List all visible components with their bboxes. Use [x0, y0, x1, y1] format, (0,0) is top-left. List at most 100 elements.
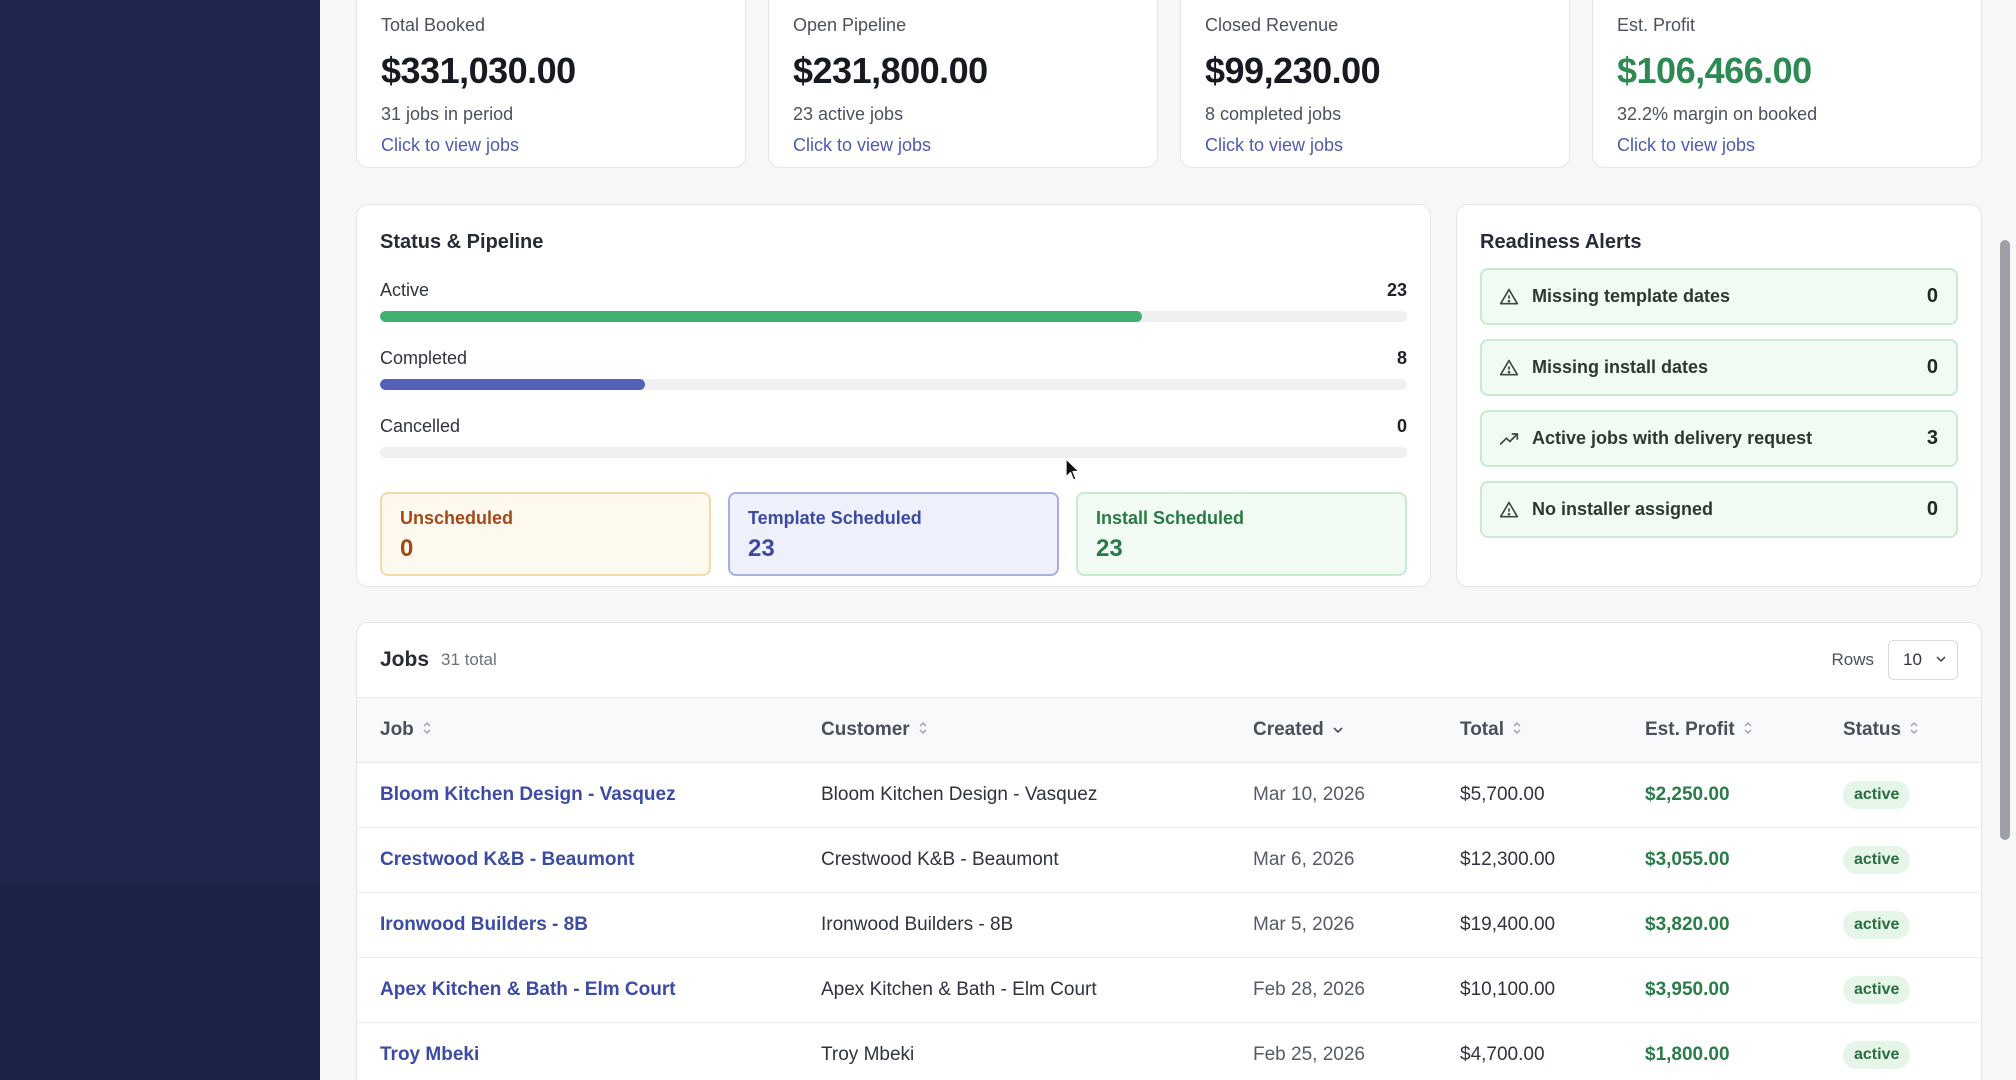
kpi-card-total-booked[interactable]: Total Booked $331,030.00 31 jobs in peri… — [356, 0, 746, 168]
bar-count: 0 — [1396, 416, 1407, 436]
scrollbar[interactable] — [1990, 0, 2016, 1080]
kpi-value: $231,800.00 — [793, 50, 988, 91]
created-cell: Feb 28, 2026 — [1253, 978, 1365, 1000]
alert-count: 0 — [1926, 498, 1938, 520]
sort-desc-icon — [1332, 719, 1344, 741]
tile-value: 23 — [748, 535, 775, 562]
job-link[interactable]: Troy Mbeki — [380, 1043, 480, 1065]
rows-per-page-select[interactable]: 10 — [1888, 640, 1958, 680]
status-badge: active — [1843, 1040, 1911, 1069]
total-cell: $5,700.00 — [1460, 783, 1545, 805]
sort-icon — [1909, 719, 1919, 741]
kpi-subtext: 32.2% margin on booked — [1617, 104, 1818, 124]
rows-label: Rows — [1831, 650, 1874, 669]
column-header-est-profit[interactable]: Est. Profit — [1622, 698, 1820, 762]
column-header-total[interactable]: Total — [1437, 698, 1622, 762]
trending-up-icon — [1498, 428, 1520, 450]
section-title: Readiness Alerts — [1480, 231, 1642, 253]
scheduling-summary: Unscheduled 0 Template Scheduled 23 Inst… — [380, 492, 1407, 576]
kpi-subtext: 31 jobs in period — [381, 104, 514, 124]
job-link[interactable]: Crestwood K&B - Beaumont — [380, 848, 635, 870]
status-cell: active — [1820, 892, 1981, 957]
rows-value: 10 — [1903, 650, 1922, 669]
job-link[interactable]: Bloom Kitchen Design - Vasquez — [380, 783, 676, 805]
chevron-down-icon — [1935, 650, 1947, 670]
profit-cell: $2,250.00 — [1645, 783, 1730, 805]
tile-value: 0 — [400, 535, 414, 562]
jobs-table: Job Customer Created Total Est. Profit S… — [357, 698, 1981, 1080]
template-scheduled-tile[interactable]: Template Scheduled 23 — [728, 492, 1059, 576]
status-cell: active — [1820, 1022, 1981, 1080]
alert-missing-install-dates[interactable]: Missing install dates 0 — [1480, 339, 1958, 396]
table-row[interactable]: Apex Kitchen & Bath - Elm Court Apex Kit… — [357, 957, 1981, 1022]
tile-label: Template Scheduled — [748, 508, 922, 528]
column-header-job[interactable]: Job — [357, 698, 798, 762]
main-content: Total Booked $331,030.00 31 jobs in peri… — [320, 0, 1990, 1080]
kpi-subtext: 8 completed jobs — [1205, 104, 1342, 124]
pipeline-bar-active: Active 23 — [380, 280, 1407, 322]
view-jobs-link[interactable]: Click to view jobs — [381, 135, 520, 155]
jobs-total: 31 total — [441, 650, 497, 669]
alert-count: 0 — [1926, 285, 1938, 307]
table-row[interactable]: Ironwood Builders - 8B Ironwood Builders… — [357, 892, 1981, 957]
tile-label: Install Scheduled — [1096, 508, 1245, 528]
status-badge: active — [1843, 845, 1911, 874]
bar-track — [380, 447, 1407, 458]
job-link[interactable]: Ironwood Builders - 8B — [380, 913, 588, 935]
readiness-alerts-card: Readiness Alerts Missing template dates … — [1456, 204, 1982, 587]
bar-fill — [380, 311, 1143, 322]
kpi-value: $331,030.00 — [381, 50, 576, 91]
column-header-status[interactable]: Status — [1820, 698, 1981, 762]
warning-triangle-icon — [1498, 499, 1520, 521]
scrollbar-thumb[interactable] — [2000, 240, 2010, 840]
kpi-subtext: 23 active jobs — [793, 104, 904, 124]
install-scheduled-tile[interactable]: Install Scheduled 23 — [1076, 492, 1407, 576]
total-cell: $10,100.00 — [1460, 978, 1556, 1000]
bar-track — [380, 311, 1407, 322]
warning-triangle-icon — [1498, 286, 1520, 308]
alert-missing-template-dates[interactable]: Missing template dates 0 — [1480, 268, 1958, 325]
kpi-label: Total Booked — [381, 15, 486, 35]
sort-icon — [1512, 719, 1522, 741]
kpi-card-open-pipeline[interactable]: Open Pipeline $231,800.00 23 active jobs… — [768, 0, 1158, 168]
status-badge: active — [1843, 780, 1911, 809]
column-header-created[interactable]: Created — [1230, 698, 1437, 762]
created-cell: Feb 25, 2026 — [1253, 1043, 1365, 1065]
jobs-title: Jobs — [380, 648, 430, 671]
column-header-customer[interactable]: Customer — [798, 698, 1230, 762]
job-link[interactable]: Apex Kitchen & Bath - Elm Court — [380, 978, 676, 1000]
status-pipeline-card: Status & Pipeline Active 23 Completed 8 … — [356, 204, 1431, 587]
status-badge: active — [1843, 910, 1911, 939]
kpi-card-est-profit[interactable]: Est. Profit $106,466.00 32.2% margin on … — [1592, 0, 1982, 168]
created-cell: Mar 10, 2026 — [1253, 783, 1365, 805]
bar-label: Completed — [380, 348, 468, 368]
bar-track — [380, 379, 1407, 390]
profit-cell: $3,820.00 — [1645, 913, 1730, 935]
alert-no-installer[interactable]: No installer assigned 0 — [1480, 481, 1958, 538]
alert-label: Missing template dates — [1532, 286, 1731, 306]
table-row[interactable]: Bloom Kitchen Design - Vasquez Bloom Kit… — [357, 762, 1981, 827]
table-row[interactable]: Troy Mbeki Troy Mbeki Feb 25, 2026 $4,70… — [357, 1022, 1981, 1080]
mouse-cursor-icon — [1065, 458, 1080, 481]
bar-label: Cancelled — [380, 416, 461, 436]
profit-cell: $3,950.00 — [1645, 978, 1730, 1000]
view-jobs-link[interactable]: Click to view jobs — [793, 135, 932, 155]
status-cell: active — [1820, 957, 1981, 1022]
kpi-value: $106,466.00 — [1617, 50, 1812, 91]
section-title: Status & Pipeline — [380, 231, 544, 253]
alert-delivery-request[interactable]: Active jobs with delivery request 3 — [1480, 410, 1958, 467]
kpi-card-closed-revenue[interactable]: Closed Revenue $99,230.00 8 completed jo… — [1180, 0, 1570, 168]
created-cell: Mar 5, 2026 — [1253, 913, 1355, 935]
unscheduled-tile[interactable]: Unscheduled 0 — [380, 492, 711, 576]
warning-triangle-icon — [1498, 357, 1520, 379]
total-cell: $19,400.00 — [1460, 913, 1556, 935]
table-row[interactable]: Crestwood K&B - Beaumont Crestwood K&B -… — [357, 827, 1981, 892]
customer-cell: Crestwood K&B - Beaumont — [821, 848, 1059, 870]
view-jobs-link[interactable]: Click to view jobs — [1617, 135, 1756, 155]
jobs-card: Jobs 31 total Rows 10 Job Customer Creat… — [356, 622, 1982, 1080]
sidebar-footer — [0, 882, 320, 1080]
view-jobs-link[interactable]: Click to view jobs — [1205, 135, 1344, 155]
tile-label: Unscheduled — [400, 508, 514, 528]
pipeline-bar-completed: Completed 8 — [380, 348, 1407, 390]
sort-icon — [1743, 719, 1753, 741]
